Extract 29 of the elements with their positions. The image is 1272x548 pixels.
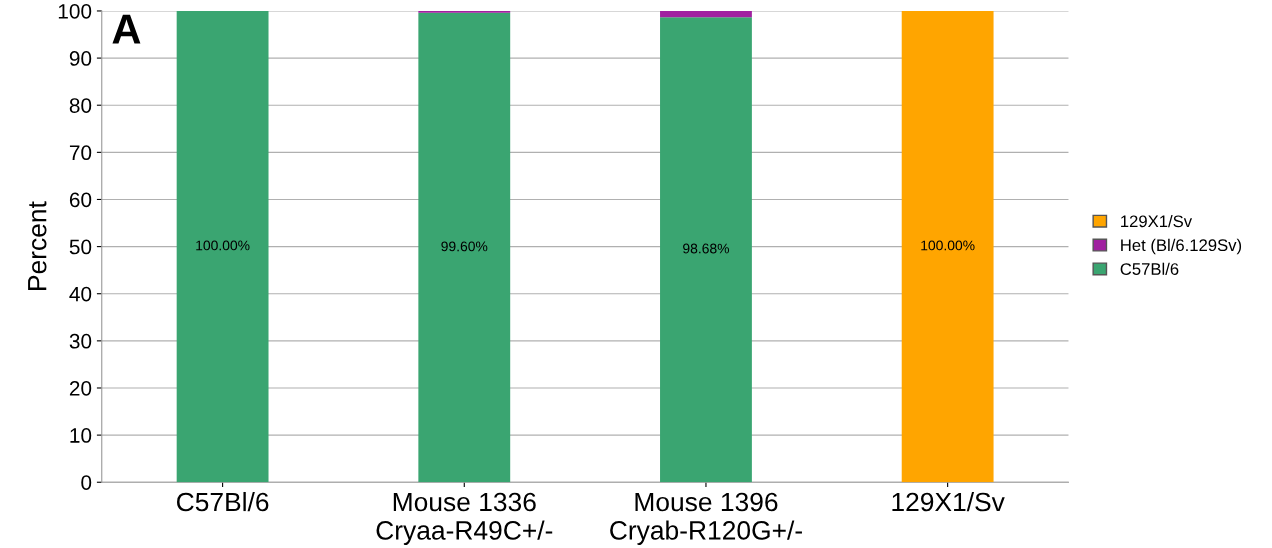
y-tick-label: 90 (69, 51, 92, 66)
y-tick-label: 100 (58, 3, 92, 19)
data-label: 99.60% (441, 241, 488, 252)
x-tick-label: Mouse 1396 Cryab-R120G+/- (610, 492, 802, 545)
bar (901, 10, 994, 483)
x-tick-label: C57Bl/6 (177, 491, 269, 512)
y-tick-label: 30 (69, 333, 92, 349)
y-tick-label: 0 (81, 475, 92, 490)
bar (660, 10, 752, 18)
y-tick-label: 80 (69, 98, 92, 113)
bar (176, 10, 269, 483)
y-tick-label: 60 (69, 192, 92, 208)
y-tick-label: 40 (69, 286, 92, 302)
x-tick-label: Mouse 1336 Cryaa-R49C+/- (376, 492, 553, 545)
data-label: 100.00% (921, 240, 975, 251)
y-tick-label: 10 (70, 428, 92, 443)
y-tick-label: 70 (69, 145, 92, 161)
data-label: 100.00% (196, 240, 250, 251)
x-tick-label: 129X1/Sv (892, 491, 1005, 512)
annotation: A (112, 14, 141, 44)
legend-label: 129X1/Sv (1121, 214, 1193, 228)
y-tick-label: 50 (69, 239, 92, 255)
data-label: 98.68% (683, 243, 730, 254)
bar (660, 17, 752, 483)
legend-label: C57Bl/6 (1120, 262, 1179, 275)
y-axis-title: Percent (28, 201, 47, 290)
y-tick-label: 20 (69, 380, 92, 396)
bar (418, 12, 511, 483)
legend-label: Het (Bl/6.129Sv) (1121, 238, 1242, 255)
